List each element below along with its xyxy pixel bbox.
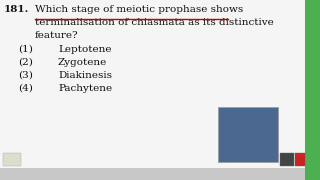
Text: Diakinesis: Diakinesis	[58, 71, 112, 80]
Text: (1): (1)	[18, 45, 33, 54]
Text: feature?: feature?	[35, 31, 79, 40]
Text: terminalisation of chiasmata as its distinctive: terminalisation of chiasmata as its dist…	[35, 18, 274, 27]
Text: (2): (2)	[18, 58, 33, 67]
Text: Pachytene: Pachytene	[58, 84, 112, 93]
Text: Zygotene: Zygotene	[58, 58, 107, 67]
Text: Leptotene: Leptotene	[58, 45, 111, 54]
FancyBboxPatch shape	[295, 153, 305, 166]
FancyBboxPatch shape	[218, 107, 278, 162]
FancyBboxPatch shape	[305, 0, 320, 180]
Text: Which stage of meiotic prophase shows: Which stage of meiotic prophase shows	[35, 5, 243, 14]
Text: 181.: 181.	[4, 5, 29, 14]
FancyBboxPatch shape	[280, 153, 294, 166]
FancyBboxPatch shape	[0, 168, 305, 180]
FancyBboxPatch shape	[3, 153, 21, 166]
Text: (3): (3)	[18, 71, 33, 80]
FancyBboxPatch shape	[0, 0, 305, 168]
Text: (4): (4)	[18, 84, 33, 93]
